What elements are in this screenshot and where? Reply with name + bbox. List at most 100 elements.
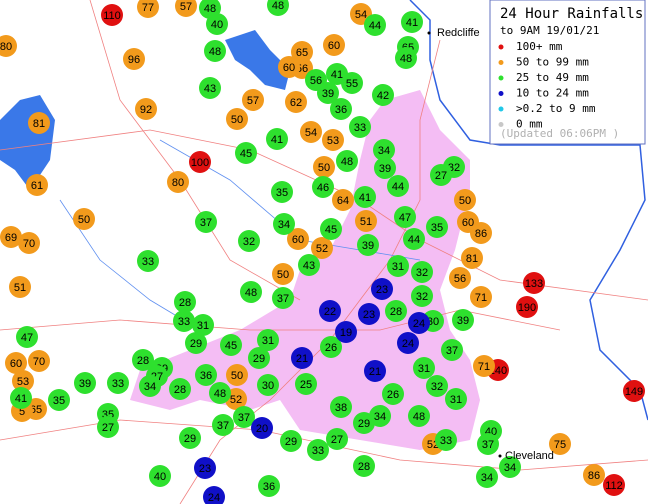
station-value: 5 xyxy=(19,406,25,418)
station-value: 32 xyxy=(431,381,443,393)
station-marker xyxy=(441,339,463,361)
station-marker xyxy=(336,150,358,172)
legend-label: 100+ mm xyxy=(516,40,563,53)
station-value: 29 xyxy=(190,338,202,350)
station-value: 53 xyxy=(327,135,339,147)
station-value: 80 xyxy=(172,177,184,189)
station-marker xyxy=(354,186,376,208)
station-marker xyxy=(341,72,363,94)
legend-title: 24 Hour Rainfalls xyxy=(500,6,643,22)
station-marker xyxy=(291,41,313,63)
station-value: 28 xyxy=(137,355,149,367)
legend-label: 0 mm xyxy=(516,118,543,131)
legend-label: 25 to 49 mm xyxy=(516,71,589,84)
station-value: 29 xyxy=(358,418,370,430)
station-marker xyxy=(300,121,322,143)
station-marker xyxy=(206,13,228,35)
station-marker xyxy=(179,427,201,449)
station-marker xyxy=(167,171,189,193)
station-marker xyxy=(477,433,499,455)
station-value: 50 xyxy=(78,214,90,226)
station-marker xyxy=(358,303,380,325)
station-marker xyxy=(169,378,191,400)
station-value: 32 xyxy=(243,236,255,248)
station-value: 47 xyxy=(21,332,33,344)
station-value: 23 xyxy=(363,309,375,321)
place-label: Redcliffe xyxy=(437,27,480,39)
station-value: 55 xyxy=(346,78,358,90)
station-marker xyxy=(238,230,260,252)
station-marker xyxy=(285,91,307,113)
station-marker xyxy=(74,372,96,394)
station-marker xyxy=(403,228,425,250)
station-marker xyxy=(349,116,371,138)
station-value: 64 xyxy=(337,195,349,207)
legend-swatch xyxy=(498,106,504,112)
station-marker xyxy=(204,40,226,62)
station-value: 26 xyxy=(387,389,399,401)
station-value: 25 xyxy=(300,379,312,391)
station-marker xyxy=(387,255,409,277)
station-marker xyxy=(401,11,423,33)
station-marker xyxy=(5,352,27,374)
station-marker xyxy=(97,416,119,438)
station-value: 33 xyxy=(142,256,154,268)
station-marker xyxy=(523,272,545,294)
station-value: 37 xyxy=(217,420,229,432)
station-marker xyxy=(123,48,145,70)
station-value: 28 xyxy=(390,306,402,318)
station-marker xyxy=(18,232,40,254)
station-value: 40 xyxy=(211,19,223,31)
station-value: 30 xyxy=(427,316,439,328)
station-value: 50 xyxy=(231,114,243,126)
station-value: 37 xyxy=(238,412,250,424)
station-value: 34 xyxy=(504,462,516,474)
station-value: 54 xyxy=(305,127,317,139)
station-marker xyxy=(101,4,123,26)
station-value: 28 xyxy=(179,297,191,309)
station-value: 33 xyxy=(440,435,452,447)
station-marker xyxy=(320,336,342,358)
station-marker xyxy=(364,360,386,382)
station-marker xyxy=(470,286,492,308)
station-marker xyxy=(473,355,495,377)
station-marker xyxy=(387,175,409,197)
station-marker xyxy=(278,56,300,78)
station-marker xyxy=(28,112,50,134)
station-marker xyxy=(426,375,448,397)
station-marker xyxy=(139,375,161,397)
station-marker xyxy=(272,263,294,285)
station-marker xyxy=(226,364,248,386)
station-marker xyxy=(135,98,157,120)
station-marker xyxy=(220,334,242,356)
legend-items: 100+ mm 50 to 99 mm 25 to 49 mm 10 to 24 mm… xyxy=(498,40,596,131)
station-marker xyxy=(549,433,571,455)
station-value: 61 xyxy=(31,180,43,192)
station-value: 39 xyxy=(322,88,334,100)
station-marker xyxy=(271,181,293,203)
station-value: 36 xyxy=(335,104,347,116)
station-marker xyxy=(212,414,234,436)
station-marker xyxy=(0,35,17,57)
station-value: 50 xyxy=(277,269,289,281)
station-marker xyxy=(332,189,354,211)
station-value: 81 xyxy=(466,253,478,265)
station-value: 86 xyxy=(475,228,487,240)
station-marker xyxy=(175,0,197,17)
station-value: 80 xyxy=(0,41,12,53)
station-value: 48 xyxy=(272,0,284,12)
station-value: 48 xyxy=(245,287,257,299)
station-value: 81 xyxy=(33,118,45,130)
station-value: 24 xyxy=(208,492,220,504)
station-marker xyxy=(192,314,214,336)
station-marker xyxy=(408,405,430,427)
coast xyxy=(409,0,648,421)
station-value: 21 xyxy=(369,366,381,378)
station-value: 57 xyxy=(247,95,259,107)
station-marker xyxy=(132,349,154,371)
station-value: 100 xyxy=(191,157,209,169)
station-value: 92 xyxy=(140,104,152,116)
station-value: 48 xyxy=(204,3,216,15)
station-marker xyxy=(257,374,279,396)
